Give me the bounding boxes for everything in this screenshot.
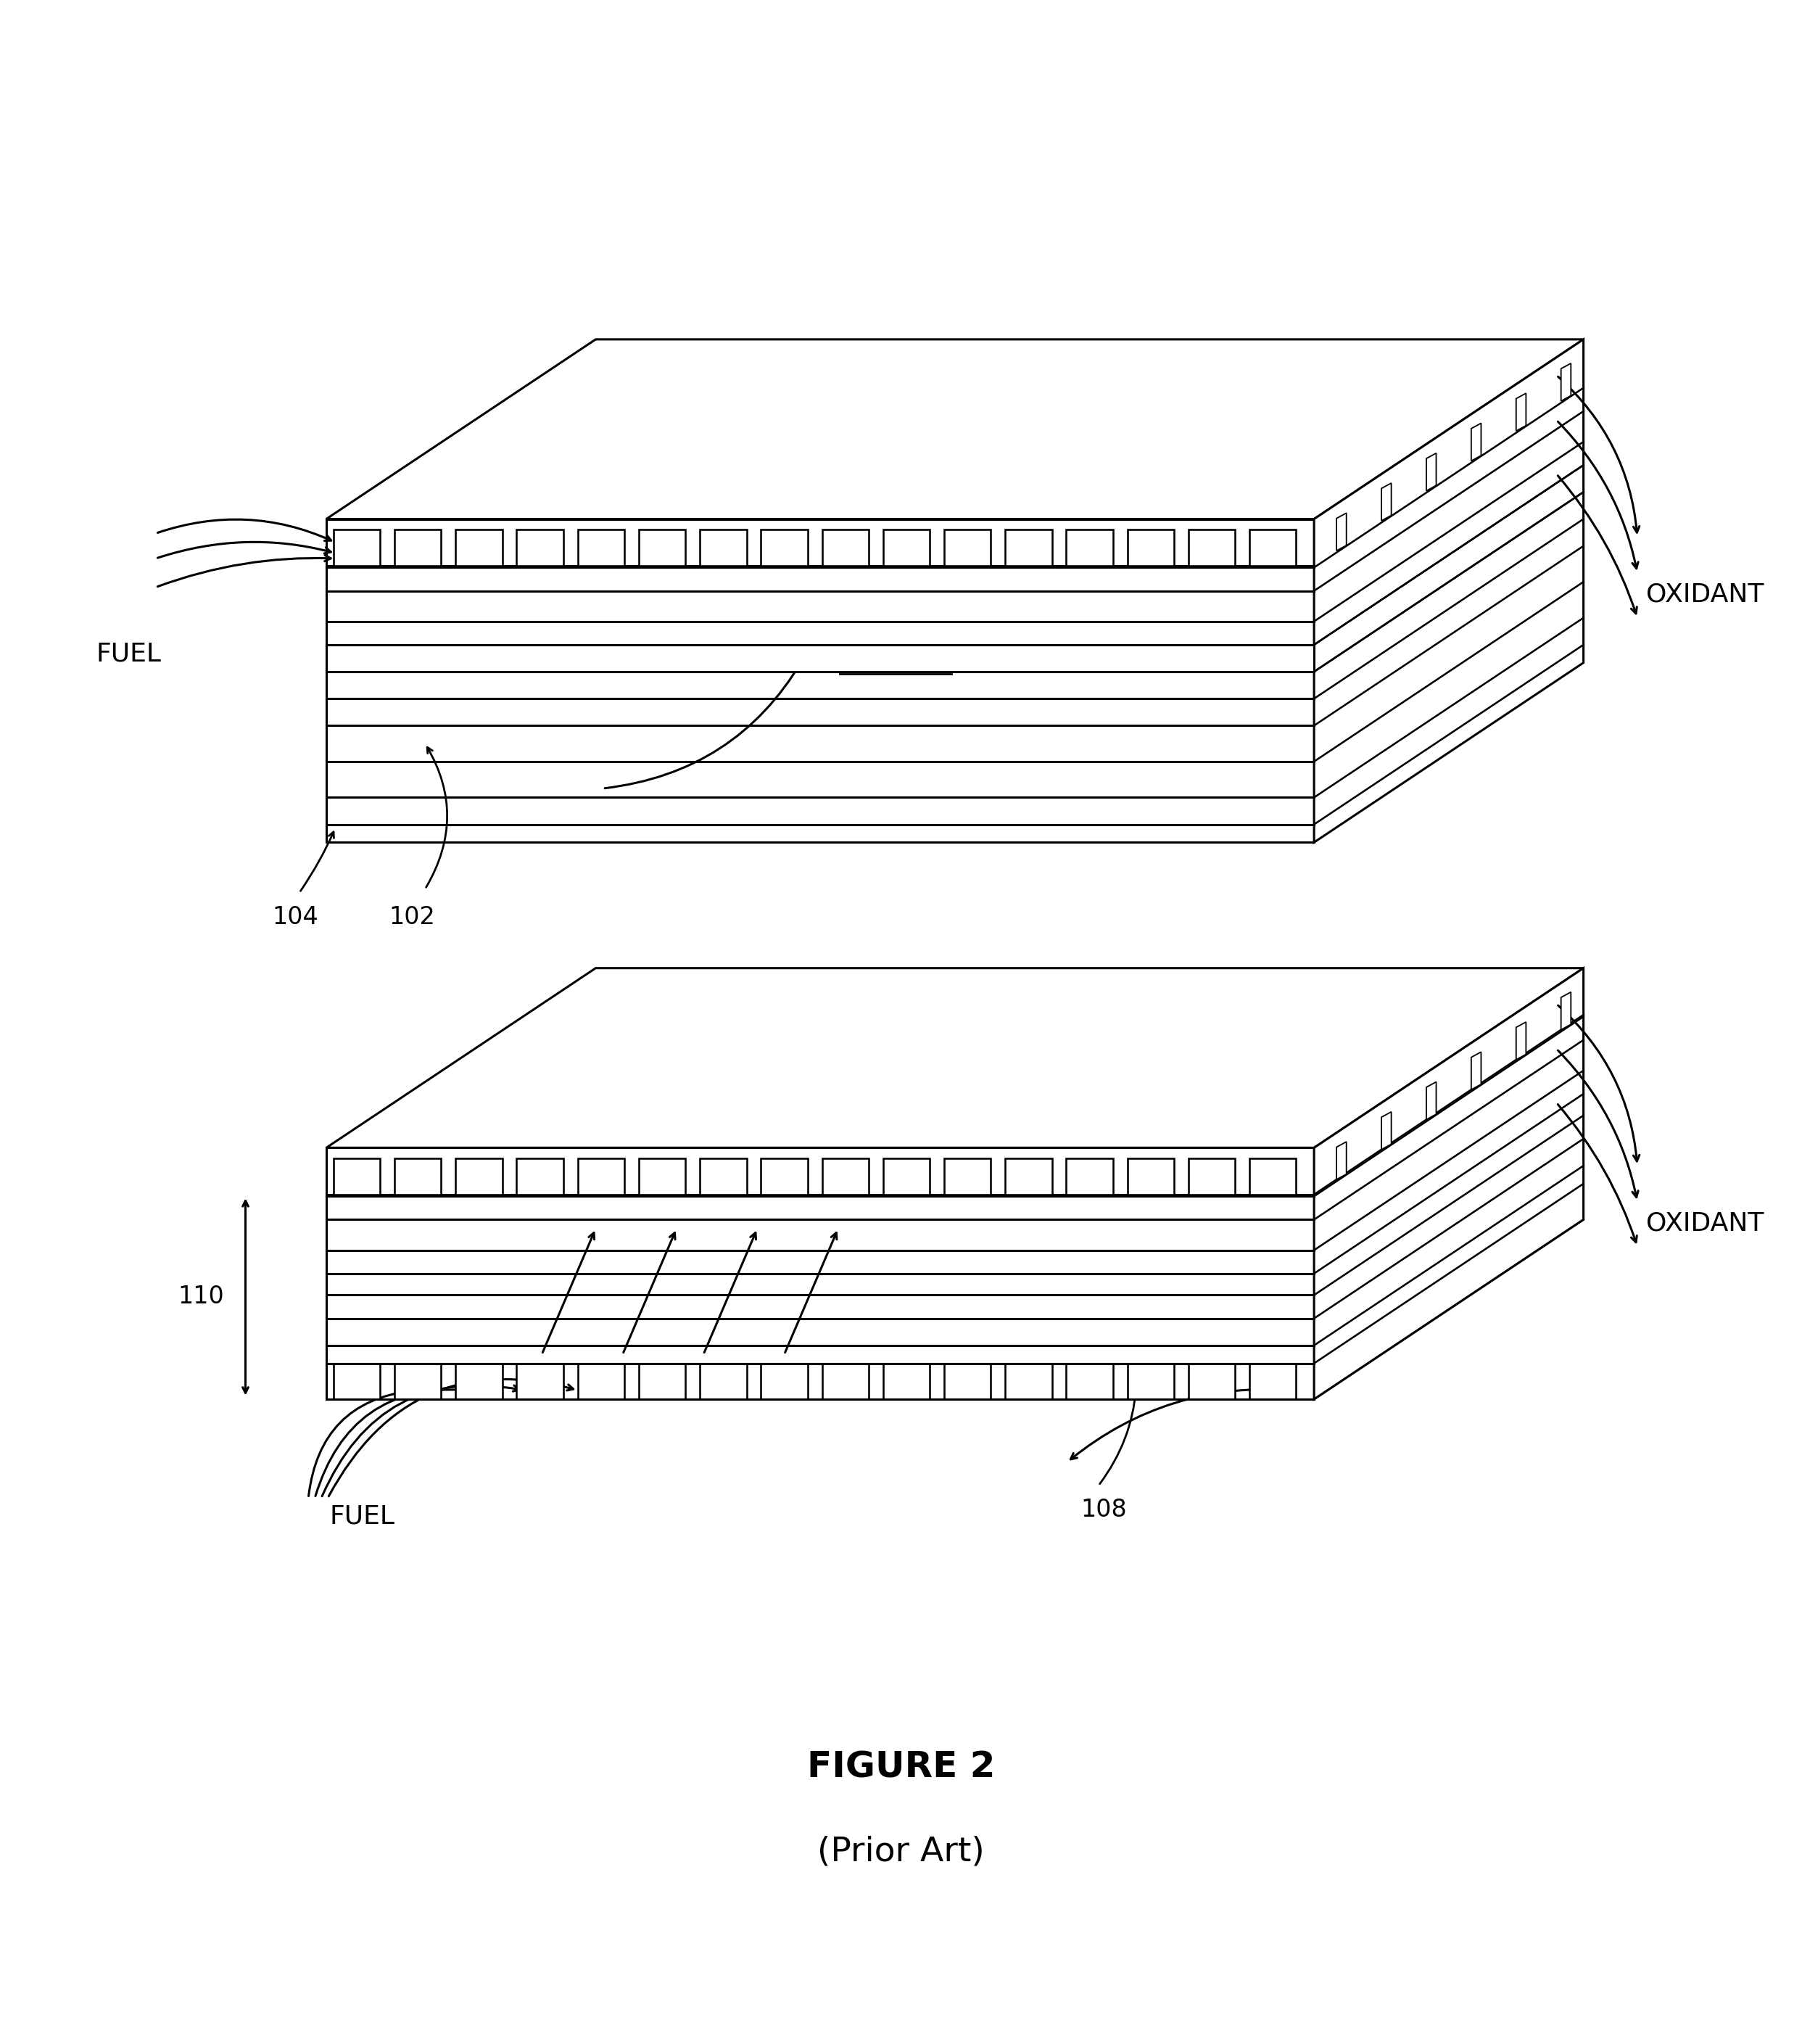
- Polygon shape: [456, 529, 503, 566]
- Text: 106: 106: [840, 646, 894, 670]
- Polygon shape: [1188, 529, 1234, 566]
- Polygon shape: [1470, 423, 1481, 460]
- Polygon shape: [944, 1363, 991, 1400]
- Polygon shape: [517, 529, 564, 566]
- Polygon shape: [395, 1363, 441, 1400]
- Polygon shape: [395, 529, 441, 566]
- Polygon shape: [1515, 1022, 1526, 1059]
- Text: FUEL: FUEL: [96, 642, 162, 666]
- Polygon shape: [944, 529, 991, 566]
- Polygon shape: [578, 529, 625, 566]
- Polygon shape: [1128, 529, 1173, 566]
- Polygon shape: [326, 969, 1584, 1149]
- Polygon shape: [944, 1159, 991, 1194]
- Polygon shape: [1249, 529, 1296, 566]
- Polygon shape: [1427, 454, 1436, 491]
- Polygon shape: [326, 339, 1584, 519]
- Polygon shape: [638, 1363, 685, 1400]
- Polygon shape: [1382, 482, 1391, 521]
- Polygon shape: [578, 1159, 625, 1194]
- Polygon shape: [1314, 969, 1584, 1400]
- Polygon shape: [699, 1159, 746, 1194]
- Polygon shape: [699, 1363, 746, 1400]
- Polygon shape: [1188, 1363, 1234, 1400]
- Polygon shape: [1515, 392, 1526, 431]
- Polygon shape: [326, 519, 1314, 842]
- Polygon shape: [456, 1363, 503, 1400]
- Polygon shape: [326, 1149, 1314, 1400]
- Polygon shape: [1067, 1363, 1114, 1400]
- Polygon shape: [1067, 529, 1114, 566]
- Polygon shape: [1006, 1159, 1052, 1194]
- Polygon shape: [1128, 1159, 1173, 1194]
- Text: FUEL: FUEL: [330, 1504, 395, 1529]
- Polygon shape: [456, 1159, 503, 1194]
- Polygon shape: [1188, 1159, 1234, 1194]
- Polygon shape: [822, 529, 869, 566]
- Polygon shape: [883, 1159, 930, 1194]
- Text: 102: 102: [389, 905, 436, 930]
- Polygon shape: [1249, 1363, 1296, 1400]
- Polygon shape: [1314, 339, 1584, 842]
- Polygon shape: [517, 1159, 564, 1194]
- Polygon shape: [333, 1363, 380, 1400]
- Polygon shape: [1006, 1363, 1052, 1400]
- Text: 110: 110: [178, 1286, 223, 1308]
- Polygon shape: [1382, 1112, 1391, 1149]
- Polygon shape: [578, 1363, 625, 1400]
- Polygon shape: [326, 644, 1314, 672]
- Polygon shape: [1128, 1363, 1173, 1400]
- Polygon shape: [1427, 1081, 1436, 1120]
- Polygon shape: [517, 1363, 564, 1400]
- Polygon shape: [1006, 529, 1052, 566]
- Polygon shape: [822, 1159, 869, 1194]
- Polygon shape: [1337, 1143, 1346, 1179]
- Polygon shape: [760, 1363, 807, 1400]
- Polygon shape: [1249, 1159, 1296, 1194]
- Polygon shape: [883, 1363, 930, 1400]
- Polygon shape: [1561, 364, 1571, 401]
- Polygon shape: [638, 529, 685, 566]
- Polygon shape: [638, 1159, 685, 1194]
- Text: OXIDANT: OXIDANT: [1647, 583, 1764, 607]
- Polygon shape: [699, 529, 746, 566]
- Text: (Prior Art): (Prior Art): [818, 1836, 984, 1868]
- Polygon shape: [760, 1159, 807, 1194]
- Text: FIGURE 2: FIGURE 2: [807, 1750, 995, 1784]
- Polygon shape: [333, 1159, 380, 1194]
- Polygon shape: [1561, 991, 1571, 1030]
- Polygon shape: [883, 529, 930, 566]
- Text: ELECTROLYTE: ELECTROLYTE: [631, 646, 840, 670]
- Polygon shape: [333, 529, 380, 566]
- Polygon shape: [395, 1159, 441, 1194]
- Text: 108: 108: [1081, 1498, 1126, 1523]
- Polygon shape: [822, 1363, 869, 1400]
- Polygon shape: [1470, 1053, 1481, 1089]
- Text: OXIDANT: OXIDANT: [1647, 1210, 1764, 1235]
- Polygon shape: [1067, 1159, 1114, 1194]
- Polygon shape: [1337, 513, 1346, 550]
- Polygon shape: [760, 529, 807, 566]
- Text: 104: 104: [272, 905, 319, 930]
